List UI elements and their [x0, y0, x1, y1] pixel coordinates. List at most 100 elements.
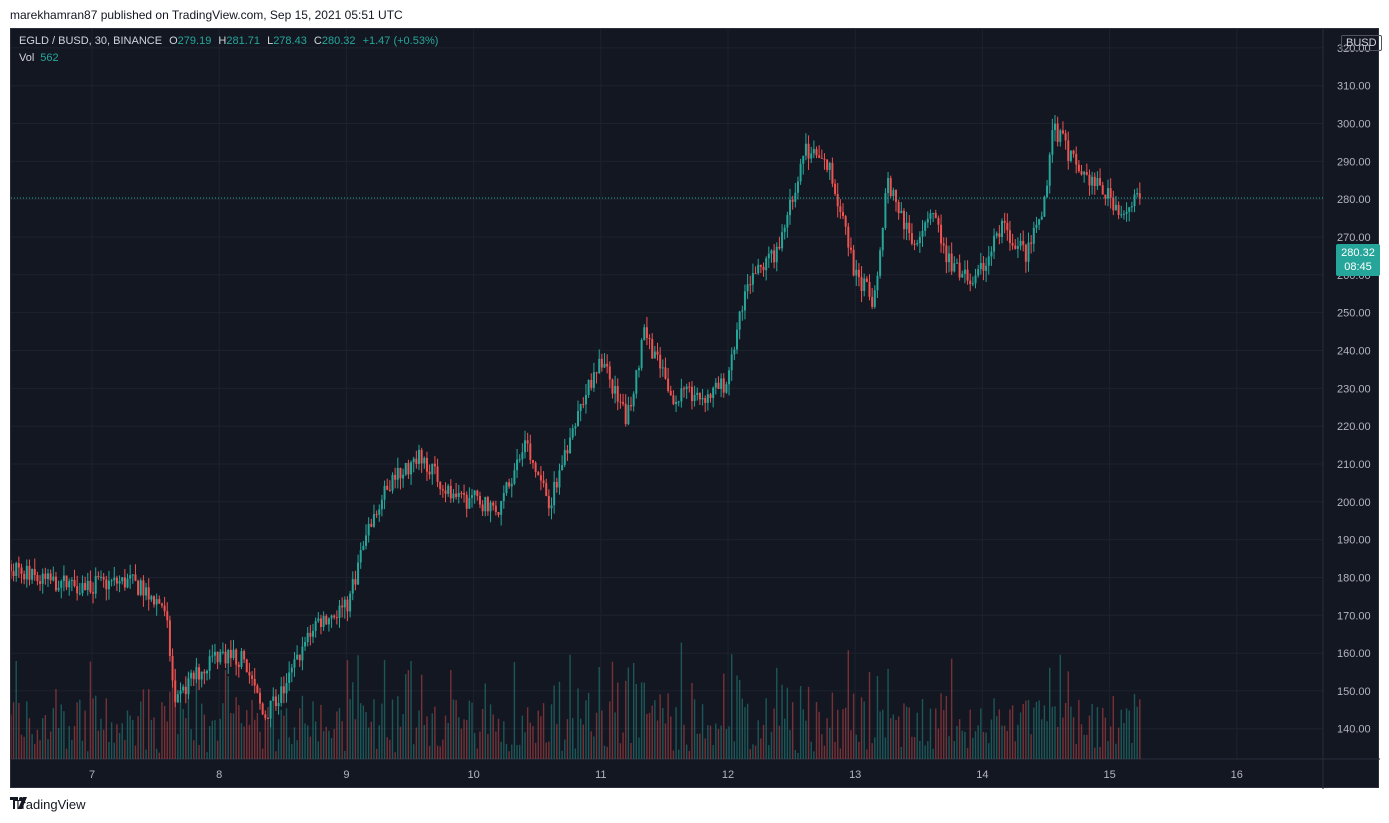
volume-bar	[595, 712, 598, 759]
volume-bar	[84, 710, 86, 759]
volume-bar	[352, 682, 354, 759]
vol-label[interactable]: Vol	[19, 52, 35, 64]
chart-pane[interactable]: 320.00310.00300.00290.00280.00270.00260.…	[10, 28, 1382, 789]
candle-body	[274, 696, 277, 707]
volume-bar	[179, 700, 182, 759]
candle-body	[1061, 130, 1064, 134]
volume-bar	[635, 683, 638, 759]
volume-bar	[972, 737, 974, 759]
y-tick-label: 150.00	[1337, 686, 1371, 698]
currency-badge[interactable]: BUSD	[1341, 35, 1382, 51]
candle-body	[926, 218, 929, 223]
candle-body	[325, 615, 328, 625]
volume-bar	[1006, 730, 1009, 759]
candle-body	[863, 278, 866, 291]
volume-bar	[625, 680, 627, 759]
volume-bar	[913, 736, 916, 759]
volume-bar	[852, 693, 855, 759]
candle-body	[380, 499, 383, 510]
volume-bar	[921, 699, 924, 759]
volume-bar	[243, 726, 245, 759]
volume-bar	[126, 710, 129, 759]
candle-body	[17, 563, 20, 568]
volume-bar	[503, 721, 505, 759]
volume-bar	[749, 749, 751, 759]
x-tick-label: 15	[1103, 769, 1115, 781]
volume-bar	[524, 732, 526, 759]
volume-bar	[574, 748, 577, 759]
candle-body	[709, 394, 712, 399]
candle-body	[508, 482, 511, 487]
volume-bar	[431, 713, 433, 759]
footer-brand[interactable]: TradingView	[10, 797, 86, 812]
volume-bar	[44, 715, 47, 759]
candle-body	[86, 580, 89, 591]
candle-body	[359, 550, 362, 563]
volume-bar	[903, 703, 905, 759]
candle-body	[688, 386, 691, 388]
volume-bar	[558, 681, 561, 759]
candle-body	[240, 651, 243, 667]
volume-bar	[1123, 723, 1125, 759]
candle-body	[12, 571, 15, 577]
volume-bar	[36, 729, 39, 759]
volume-bar	[678, 749, 680, 759]
candle-body	[865, 278, 868, 283]
candle-body	[513, 470, 516, 484]
candle-body	[407, 463, 410, 475]
candle-body	[1138, 193, 1141, 199]
volume-bar	[275, 751, 277, 759]
candle-body	[282, 686, 285, 694]
candle-body	[733, 349, 736, 355]
candle-body	[812, 149, 815, 154]
volume-bar	[256, 713, 259, 759]
volume-bar	[797, 752, 799, 759]
candle-body	[743, 291, 746, 311]
volume-bar	[1080, 724, 1083, 759]
volume-bar	[195, 662, 198, 759]
volume-bar	[1035, 701, 1038, 759]
candle-body	[659, 354, 662, 369]
candle-body	[587, 379, 590, 395]
candle-body	[518, 459, 521, 461]
volume-bar	[974, 731, 977, 759]
candle-body	[473, 490, 476, 496]
volume-bar	[1014, 741, 1016, 759]
candle-body	[531, 459, 534, 463]
volume-bar	[837, 709, 839, 759]
candle-body	[767, 253, 770, 259]
candle-body	[137, 580, 140, 595]
volume-bar	[1117, 727, 1120, 759]
x-tick-label: 7	[89, 769, 95, 781]
volume-bar	[68, 726, 70, 759]
candle-body	[439, 481, 442, 490]
candle-body	[362, 545, 365, 551]
volume-bar	[15, 660, 17, 759]
volume-bar	[821, 734, 823, 759]
candle-body	[343, 599, 346, 608]
volume-bar	[142, 689, 145, 759]
candle-body	[664, 367, 667, 379]
candle-body	[916, 243, 919, 245]
volume-bar	[996, 716, 998, 759]
volume-bar	[1078, 699, 1080, 759]
volume-bar	[810, 741, 812, 759]
candle-body	[741, 310, 744, 312]
candle-body	[428, 471, 431, 475]
volume-bar	[831, 692, 834, 759]
candle-body	[1051, 130, 1054, 155]
candle-body	[608, 366, 611, 380]
candle-body	[796, 181, 799, 193]
volume-bar	[542, 703, 545, 759]
volume-bar	[1011, 705, 1014, 759]
volume-bar	[473, 733, 476, 759]
symbol-label[interactable]: EGLD / BUSD, 30, BINANCE	[19, 35, 163, 47]
candle-body	[574, 426, 577, 429]
candle-body	[942, 243, 945, 246]
candle-body	[1101, 185, 1104, 195]
y-tick-label: 200.00	[1337, 497, 1371, 509]
volume-bar	[230, 713, 232, 759]
candle-body	[677, 401, 680, 403]
price-chart[interactable]: 320.00310.00300.00290.00280.00270.00260.…	[11, 29, 1380, 789]
volume-bar	[693, 699, 696, 759]
